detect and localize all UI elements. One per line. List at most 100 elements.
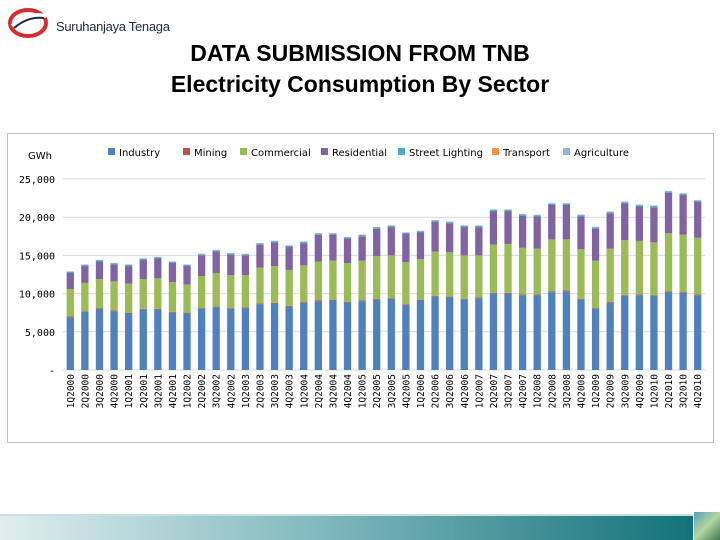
bar-segment: [621, 295, 629, 370]
bar-segment: [168, 261, 177, 264]
bar-segment: [679, 292, 687, 293]
bar-segment: [489, 211, 498, 245]
x-tick-label: 3Q2000: [95, 374, 106, 409]
bar-segment: [241, 254, 250, 256]
bar-segment: [416, 232, 425, 260]
bar-segment: [139, 258, 147, 260]
bar-segment: [300, 265, 308, 303]
bar-segment: [635, 206, 643, 241]
bar-segment: [548, 203, 556, 205]
bar-segment: [591, 308, 600, 309]
bar-segment: [183, 313, 191, 370]
bar-segment: [95, 308, 104, 370]
bar-segment: [343, 263, 352, 303]
bar-segment: [387, 227, 395, 256]
bar-segment: [154, 278, 162, 309]
bar-segment: [314, 300, 322, 302]
legend-label: Street Lighting: [409, 148, 483, 159]
x-tick-label: 2Q2001: [139, 374, 150, 409]
bar-segment: [664, 233, 673, 292]
bar-segment: [241, 275, 250, 308]
x-tick-label: 3Q2010: [679, 374, 690, 409]
bar-segment: [548, 204, 556, 240]
bar-segment: [475, 297, 483, 299]
legend-label: Mining: [194, 148, 227, 159]
bar-segment: [577, 215, 585, 217]
bar-segment: [183, 266, 191, 285]
y-tick-label: 25,000: [19, 175, 55, 186]
bar-segment: [694, 237, 702, 295]
x-tick-label: 1Q2003: [241, 374, 252, 408]
x-tick-label: 3Q2002: [212, 374, 223, 408]
bar-segment: [197, 308, 206, 370]
bar-segment: [694, 294, 702, 296]
legend-label: Agriculture: [574, 148, 629, 159]
legend-swatch: [321, 148, 328, 155]
bar-segment: [446, 223, 454, 253]
bar-segment: [183, 284, 191, 313]
x-tick-label: 3Q2005: [387, 374, 398, 408]
bar-segment: [270, 303, 279, 370]
bar-segment: [125, 313, 133, 370]
x-tick-label: 1Q2006: [416, 374, 427, 409]
bar-segment: [358, 301, 366, 370]
bar-segment: [416, 231, 425, 233]
bar-segment: [285, 269, 293, 306]
chart-frame: - 5,000 10,000 15,000 20,000 25,000 GWh Industr…: [7, 133, 714, 443]
bar-segment: [606, 302, 614, 370]
bar-segment: [81, 311, 89, 312]
bar-segment: [431, 251, 439, 296]
bar-segment: [241, 308, 250, 370]
bar-segment: [402, 305, 410, 370]
legend-swatch: [240, 148, 247, 155]
bar-segment: [227, 253, 235, 255]
bar-segment: [125, 266, 133, 284]
bar-segment: [548, 292, 556, 370]
bar-segment: [475, 225, 483, 228]
bar-segment: [489, 209, 498, 212]
bar-segment: [95, 279, 104, 309]
x-tick-label: 3Q2009: [620, 374, 631, 409]
title-line-2: Electricity Consumption By Sector: [170, 71, 550, 97]
bar-segment: [562, 290, 571, 292]
bar-segment: [270, 241, 279, 243]
bar-segment: [664, 292, 673, 370]
bar-segment: [475, 298, 483, 370]
bar-segment: [270, 302, 279, 304]
bar-segment: [621, 295, 629, 296]
bar-segment: [679, 195, 687, 235]
legend-swatch: [108, 148, 115, 155]
bar-segment: [197, 308, 206, 309]
bar-segment: [446, 222, 454, 224]
bar-segment: [300, 302, 308, 303]
legend-label: Residential: [332, 148, 387, 159]
x-tick-label: 2Q2006: [431, 374, 442, 409]
x-tick-label: 3Q2007: [504, 374, 515, 408]
bar-segment: [343, 302, 352, 370]
bar-segment: [562, 203, 571, 205]
bar-segment: [475, 227, 483, 256]
x-tick-label: 2Q2010: [664, 374, 675, 409]
x-tick-label: 2Q2009: [606, 374, 617, 409]
bar-segment: [679, 292, 687, 370]
bar-segment: [300, 243, 308, 266]
bar-segment: [139, 309, 147, 370]
bar-segment: [664, 291, 673, 293]
x-tick-label: 1Q2010: [649, 374, 660, 409]
bar-segment: [183, 312, 191, 314]
x-tick-label: 3Q2004: [328, 374, 339, 409]
bar-segment: [314, 234, 322, 262]
x-tick-label: 4Q2008: [576, 374, 587, 409]
legend-swatch: [563, 148, 570, 155]
x-tick-label: 2Q2003: [255, 374, 266, 408]
x-tick-label: 3Q2001: [153, 374, 164, 409]
bar-segment: [591, 260, 600, 309]
bar-segment: [81, 264, 89, 267]
bar-segment: [256, 303, 264, 305]
bar-segment: [343, 302, 352, 303]
bar-segment: [373, 298, 381, 300]
legend-swatch: [183, 148, 190, 155]
bar-segment: [183, 264, 191, 267]
bar-segment: [416, 259, 425, 300]
bar-segment: [329, 234, 337, 261]
